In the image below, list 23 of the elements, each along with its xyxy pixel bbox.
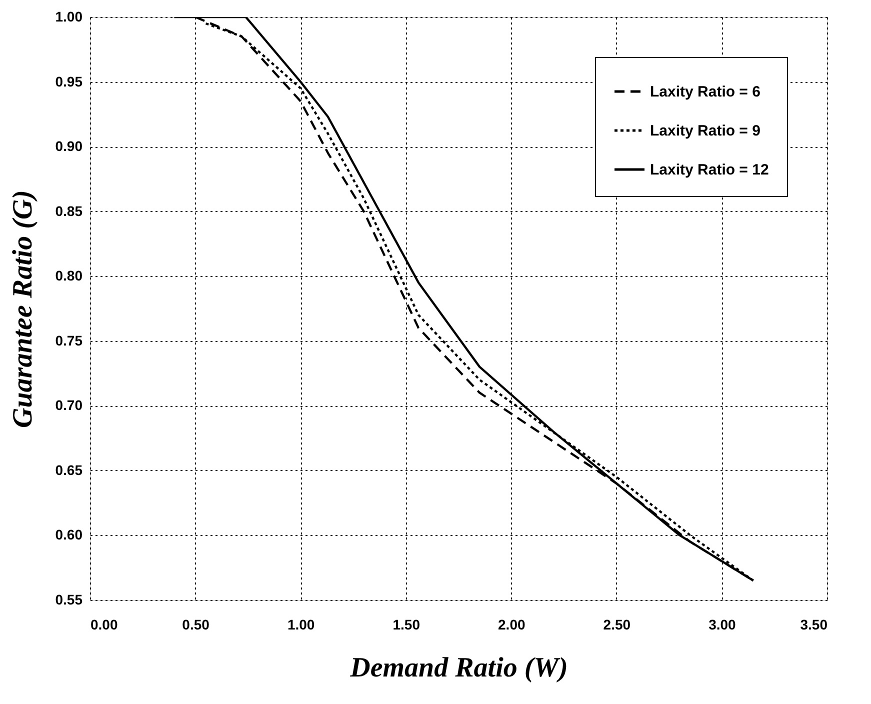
y-tick-label: 0.75 [55, 332, 83, 348]
x-axis-title: Demand Ratio (W) [349, 652, 568, 684]
x-tick-label: 3.00 [708, 616, 736, 632]
y-tick-label: 0.65 [55, 462, 83, 478]
y-tick-label: 0.90 [55, 138, 83, 154]
y-tick-label: 0.85 [55, 202, 83, 219]
x-tick-label: 0.50 [182, 616, 210, 632]
y-tick-label: 0.55 [55, 592, 83, 608]
legend-label: Laxity Ratio = 9 [650, 122, 760, 140]
x-tick-label: 3.50 [800, 616, 828, 632]
x-tick-label: 2.50 [603, 616, 631, 632]
x-tick-label: 0.00 [90, 616, 118, 632]
y-tick-label: 0.95 [55, 73, 83, 90]
y-axis-title: Guarantee Ratio (G) [7, 190, 38, 428]
y-tick-label: 0.60 [55, 526, 83, 543]
y-tick-label: 0.80 [55, 268, 83, 284]
x-tick-label: 1.00 [287, 616, 315, 632]
x-tick-label: 1.50 [392, 616, 420, 632]
x-tick-label: 2.00 [498, 616, 526, 632]
y-tick-label: 0.70 [55, 397, 83, 414]
legend-label: Laxity Ratio = 6 [650, 84, 760, 100]
legend-label: Laxity Ratio = 12 [650, 162, 769, 178]
y-tick-label: 1.00 [55, 8, 83, 24]
